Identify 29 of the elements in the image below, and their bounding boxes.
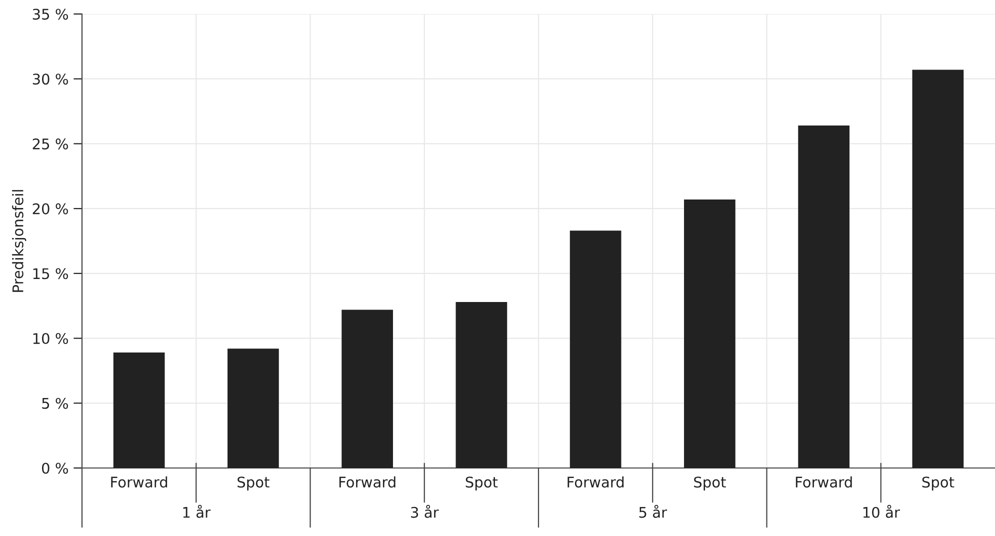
y-tick-label: 5 % [42,398,68,409]
x-tick-label: Forward [339,476,396,488]
bar [798,126,850,468]
text: 1 år [183,504,211,518]
text: 3 år [411,504,439,518]
bar [912,70,964,468]
x-tick-label: Forward [568,476,624,488]
bar [570,230,622,468]
y-tick-label: 0 % [42,462,68,474]
y-tick-label: 15 % [33,268,68,280]
x-tick-label: Forward [111,476,168,488]
x-tick-label: Spot [922,476,954,490]
bar [228,348,279,468]
y-tick-label: 35 % [32,8,68,20]
x-tick-label: Spot [694,476,726,490]
y-tick-label: 25 % [32,138,68,150]
bar [684,199,736,468]
x-tick-label: Forward [796,476,852,488]
y-tick-label: 30 % [32,74,68,85]
y-tick-label: 20 % [32,203,68,214]
y-axis-title: Prediksjonsfeil [12,190,26,292]
text: 10 år [863,504,900,518]
bar [113,352,165,468]
x-tick-label: Spot [466,476,498,490]
y-tick-label: 10 % [33,333,68,344]
bar [342,310,393,468]
text: 5 år [639,504,668,518]
bar [456,302,508,468]
x-tick-label: Spot [238,476,270,490]
